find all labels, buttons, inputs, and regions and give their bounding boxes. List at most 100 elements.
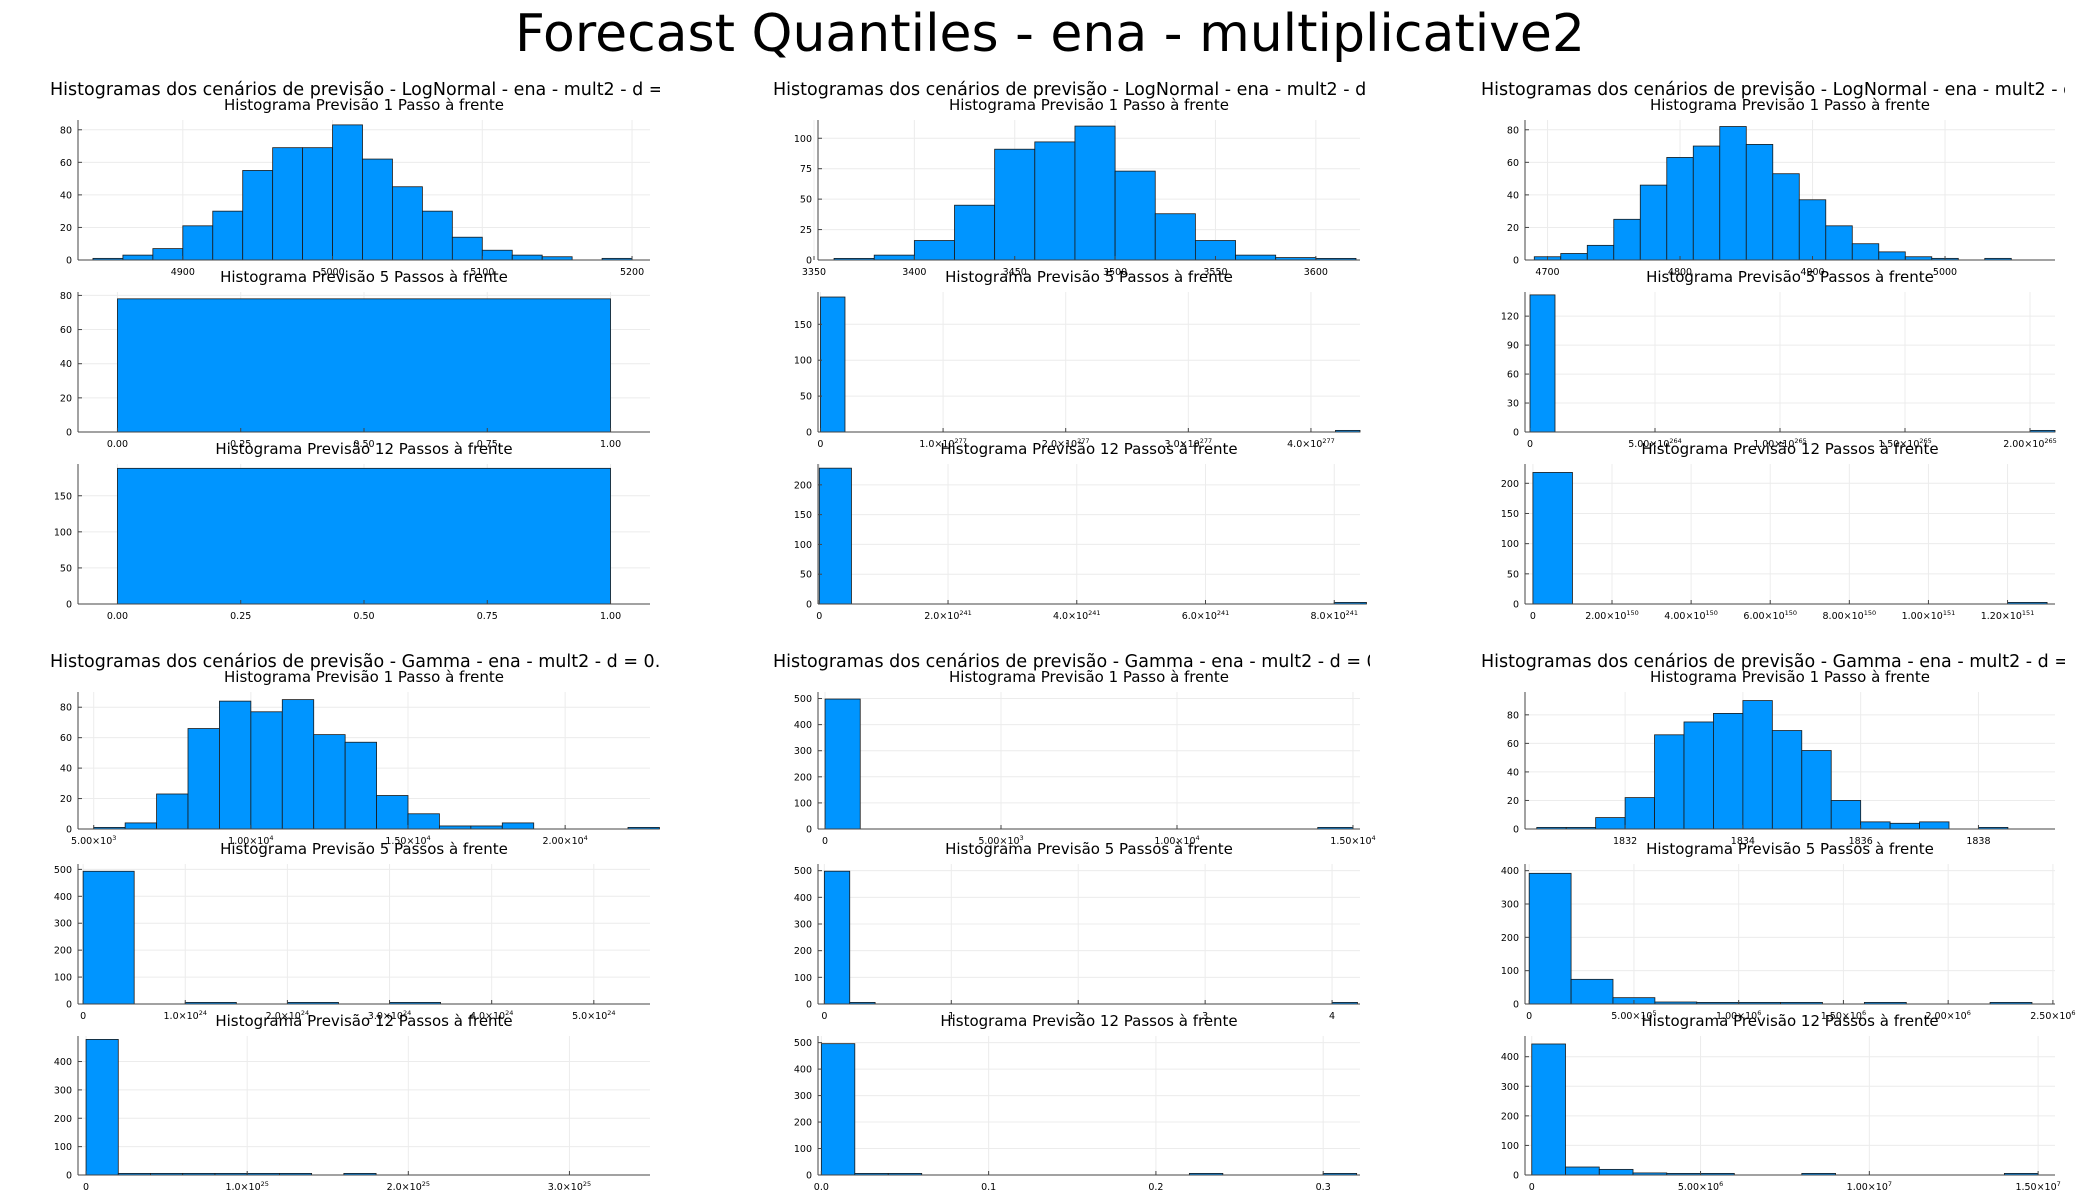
x-tick-label: 0.25 — [230, 439, 251, 450]
panel-title: Histograma Previsão 12 Passos à frente — [1641, 1012, 1938, 1030]
x-tick-label: 5.00×10264 — [1628, 437, 1682, 450]
y-tick-label: 80 — [60, 125, 72, 136]
histogram-panel: Histograma Previsão 5 Passos à frente 0 50… — [794, 268, 1361, 450]
y-tick-label: 0 — [1513, 428, 1519, 439]
y-tick-label: 20 — [1507, 223, 1519, 234]
x-tick-label: 1.50×10265 — [1878, 437, 1932, 450]
histogram-bar — [1771, 730, 1803, 830]
histogram-bar — [1692, 145, 1721, 261]
y-tick-label: 30 — [1507, 399, 1519, 410]
y-tick-label: 500 — [794, 866, 812, 877]
x-tick-label: 3450 — [1003, 267, 1027, 278]
histogram-group: Histogramas dos cenários de previsão - G… — [50, 652, 660, 1193]
histogram-panel: Histograma Previsão 12 Passos à frente 0 1… — [1501, 1012, 2061, 1193]
y-tick-label: 80 — [60, 291, 72, 302]
y-tick-label: 20 — [60, 794, 72, 805]
x-tick-label: 2.00×104 — [542, 834, 587, 847]
x-tick-label: 1.50×107 — [2015, 1180, 2060, 1193]
histogram-bar — [1772, 173, 1800, 261]
histogram-bar — [124, 822, 157, 830]
y-tick-label: 100 — [794, 973, 812, 984]
histogram-bar — [954, 204, 996, 261]
panel-title: Histograma Previsão 12 Passos à frente — [940, 1012, 1237, 1030]
x-tick-label: 0.00 — [107, 439, 128, 450]
x-tick-label: 4800 — [1668, 267, 1692, 278]
y-tick-label: 40 — [1507, 190, 1519, 201]
y-tick-label: 300 — [1501, 900, 1519, 911]
panel-title: Histograma Previsão 1 Passo à frente — [224, 96, 504, 114]
x-tick-label: 0 — [1526, 1011, 1532, 1022]
y-tick-label: 80 — [60, 703, 72, 714]
x-tick-label: 3600 — [1304, 267, 1328, 278]
y-tick-label: 100 — [1501, 539, 1519, 550]
y-tick-label: 500 — [794, 694, 812, 705]
x-tick-label: 0 — [83, 1182, 89, 1193]
y-tick-label: 100 — [54, 527, 72, 538]
y-tick-label: 40 — [60, 764, 72, 775]
y-tick-label: 200 — [794, 946, 812, 957]
x-tick-label: 5.00×105 — [1611, 1009, 1656, 1022]
histogram-bar — [376, 795, 409, 830]
x-tick-label: 3.0×1024 — [368, 1009, 411, 1022]
y-tick-label: 300 — [54, 1085, 72, 1096]
x-tick-label: 3550 — [1203, 267, 1227, 278]
y-tick-label: 20 — [1507, 796, 1519, 807]
x-tick-label: 1.00×10151 — [1902, 609, 1956, 622]
histogram-bar — [1560, 253, 1588, 261]
y-tick-label: 0 — [1513, 256, 1519, 267]
y-tick-label: 60 — [1507, 158, 1519, 169]
histogram-bar — [117, 298, 611, 433]
x-tick-label: 1.50×104 — [1330, 834, 1375, 847]
x-tick-label: 1.00×106 — [1716, 1009, 1761, 1022]
histogram-bar — [407, 813, 440, 830]
panel-title: Histograma Previsão 1 Passo à frente — [949, 96, 1229, 114]
y-tick-label: 50 — [1507, 569, 1519, 580]
panel-title: Histograma Previsão 5 Passos à frente — [1646, 268, 1934, 286]
y-tick-label: 500 — [54, 865, 72, 876]
x-tick-label: 0.75 — [477, 611, 498, 622]
x-tick-label: 5.00×103 — [71, 834, 116, 847]
x-tick-label: 3500 — [1103, 267, 1127, 278]
histogram-panel: Histograma Previsão 1 Passo à frente 0 20 4… — [60, 668, 660, 847]
y-tick-label: 300 — [794, 920, 812, 931]
panel-title: Histograma Previsão 1 Passo à frente — [1650, 668, 1930, 686]
x-tick-label: 0.50 — [353, 439, 374, 450]
y-tick-label: 400 — [54, 1057, 72, 1068]
histogram-bar — [1154, 213, 1196, 261]
histogram-bar — [451, 236, 483, 261]
histogram-bar — [313, 734, 346, 830]
x-tick-label: 0.00 — [107, 611, 128, 622]
y-tick-label: 90 — [1507, 341, 1519, 352]
histogram-bar — [182, 225, 214, 261]
histogram-bar — [250, 711, 283, 830]
histogram-bar — [1798, 199, 1827, 261]
x-tick-label: 3400 — [902, 267, 926, 278]
y-tick-label: 150 — [1501, 509, 1519, 520]
y-tick-label: 400 — [794, 720, 812, 731]
y-tick-label: 50 — [800, 195, 812, 206]
histogram-bar — [1074, 125, 1116, 261]
x-tick-label: 6.0×10241 — [1182, 609, 1230, 622]
y-tick-label: 0 — [66, 825, 72, 836]
histogram-bar — [1878, 251, 1906, 261]
histogram-bar — [302, 147, 333, 261]
x-tick-label: 5.00×103 — [978, 834, 1023, 847]
panel-title: Histograma Previsão 5 Passos à frente — [220, 840, 508, 858]
histogram-bar — [152, 248, 184, 261]
y-tick-label: 100 — [794, 798, 812, 809]
histogram-panel: Histograma Previsão 5 Passos à frente 0 30… — [1501, 268, 2057, 450]
histogram-panel: Histograma Previsão 12 Passos à frente 0 5… — [1501, 440, 2055, 622]
y-tick-label: 20 — [60, 223, 72, 234]
histogram-bar — [156, 793, 189, 830]
histogram-bar — [1666, 157, 1694, 261]
histogram-bar — [344, 741, 377, 830]
panel-title: Histograma Previsão 5 Passos à frente — [945, 840, 1233, 858]
histogram-bar — [511, 254, 543, 261]
x-tick-label: 0 — [1529, 1182, 1535, 1193]
histogram-bar — [1745, 144, 1774, 261]
histogram-bar — [1719, 126, 1747, 261]
histogram-panel: Histograma Previsão 1 Passo à frente 0 20 4… — [60, 96, 650, 278]
x-tick-label: 1.00 — [600, 611, 621, 622]
histogram-panel: Histograma Previsão 12 Passos à frente01… — [794, 1012, 1360, 1193]
y-tick-label: 200 — [1501, 1111, 1519, 1122]
